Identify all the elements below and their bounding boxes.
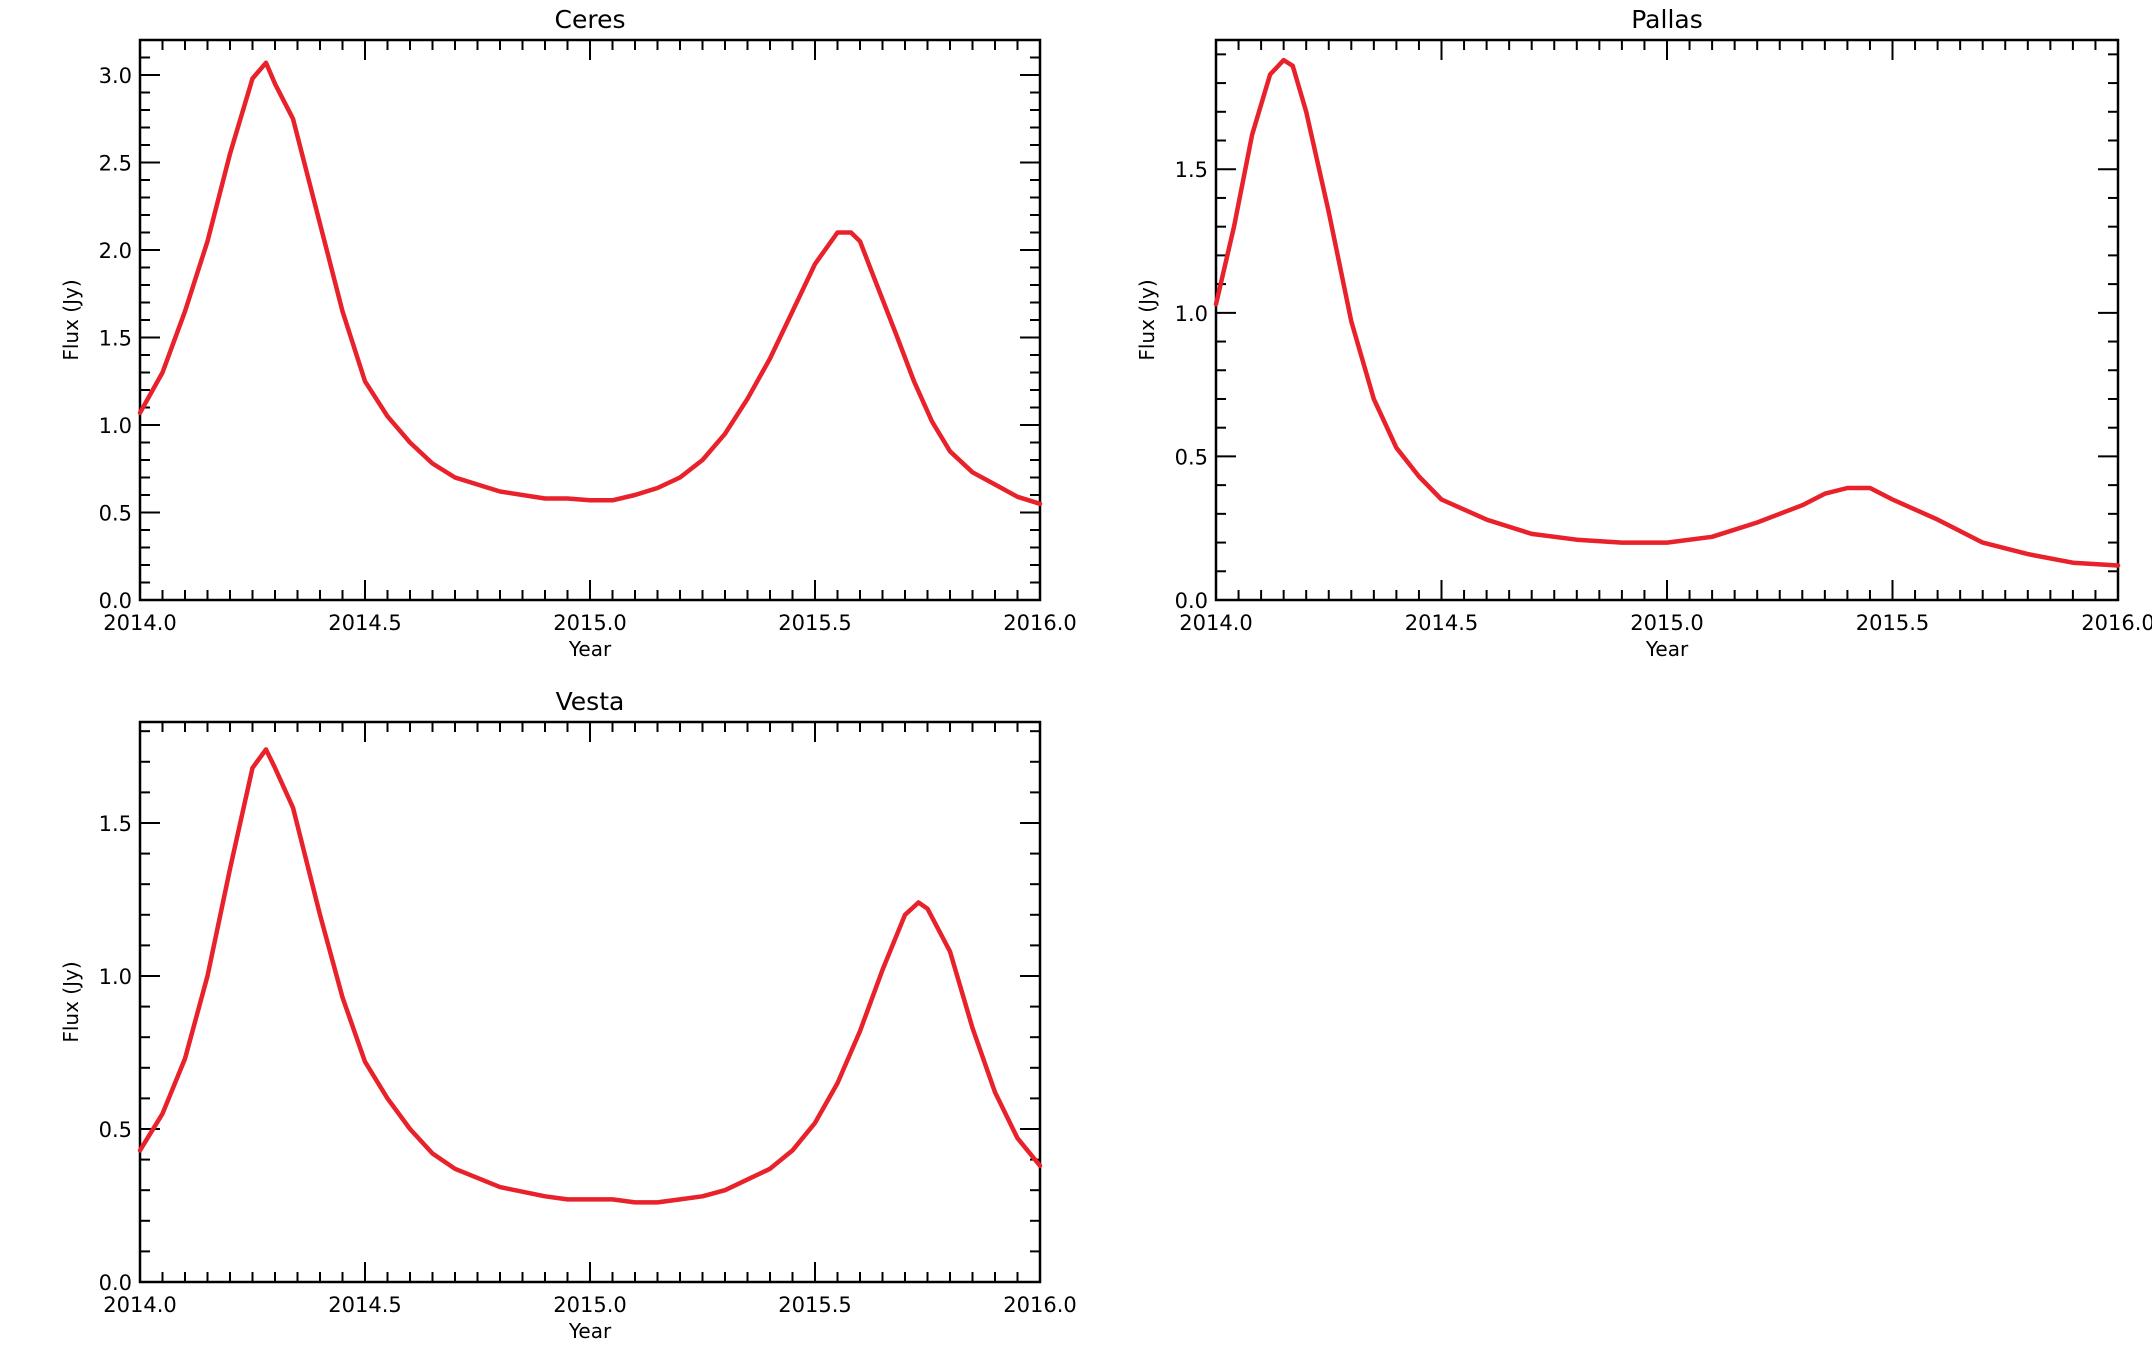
ceres-y-tick-label: 2.0 [99, 239, 132, 263]
pallas-x-tick-label: 2014.0 [1179, 611, 1252, 635]
ceres-x-tick-label: 2014.0 [103, 611, 176, 635]
vesta-x-tick-label: 2016.0 [1003, 1293, 1076, 1317]
vesta-y-axis-label: Flux (Jy) [59, 961, 83, 1042]
pallas-x-axis-label: Year [1645, 637, 1689, 661]
ceres-y-axis-label: Flux (Jy) [59, 279, 83, 360]
vesta-flux-line [137, 747, 1043, 1205]
pallas-x-tick-label: 2016.0 [2081, 611, 2152, 635]
ceres-flux-line [137, 60, 1043, 507]
vesta-x-tick-label: 2014.0 [103, 1293, 176, 1317]
ceres-x-tick-label: 2016.0 [1003, 611, 1076, 635]
ceres-y-tick-label: 2.5 [99, 152, 132, 176]
ceres-flux-panel: Ceres 2014.0 2014.5 2015.0 2015.5 2016.0 0.0 0.… [59, 5, 1077, 661]
ceres-x-tick-label: 2014.5 [328, 611, 401, 635]
pallas-x-tick-label: 2015.5 [1856, 611, 1929, 635]
ceres-y-tick-label: 1.0 [99, 414, 132, 438]
ceres-y-tick-label: 1.5 [99, 327, 132, 351]
ceres-y-tick-label: 0.0 [99, 589, 132, 613]
pallas-y-axis-label: Flux (Jy) [1135, 279, 1159, 360]
ceres-y-tick-label: 0.5 [99, 502, 132, 526]
ceres-y-tick-label: 3.0 [99, 64, 132, 88]
pallas-chart-title: Pallas [1631, 5, 1703, 34]
vesta-y-tick-label: 1.5 [99, 812, 132, 836]
ceres-x-tick-label: 2015.5 [778, 611, 851, 635]
ceres-x-tick-label: 2015.0 [553, 611, 626, 635]
pallas-y-tick-label: 1.5 [1175, 158, 1208, 182]
pallas-y-tick-label: 1.0 [1175, 302, 1208, 326]
pallas-x-tick-label: 2014.5 [1405, 611, 1478, 635]
pallas-y-tick-label: 0.0 [1175, 589, 1208, 613]
ceres-chart-title: Ceres [555, 5, 626, 34]
vesta-flux-panel: Vesta 2014.0 2014.5 2015.0 2015.5 2016.0 0.0 0.… [59, 687, 1077, 1343]
vesta-x-tick-label: 2015.0 [553, 1293, 626, 1317]
vesta-y-tick-label: 0.5 [99, 1118, 132, 1142]
pallas-flux-line [1213, 57, 2121, 568]
pallas-flux-panel: Pallas 2014.0 2014.5 2015.0 2015.5 2016.0 0.0 0… [1135, 5, 2152, 661]
ceres-x-axis-label: Year [568, 637, 612, 661]
vesta-chart-title: Vesta [556, 687, 625, 716]
vesta-x-tick-label: 2015.5 [778, 1293, 851, 1317]
pallas-y-tick-label: 0.5 [1175, 445, 1208, 469]
pallas-x-tick-label: 2015.0 [1630, 611, 1703, 635]
vesta-x-tick-label: 2014.5 [328, 1293, 401, 1317]
vesta-y-tick-label: 0.0 [99, 1271, 132, 1295]
ceres-plot-frame [138, 38, 1042, 602]
vesta-y-tick-label: 1.0 [99, 965, 132, 989]
vesta-x-axis-label: Year [568, 1319, 612, 1343]
